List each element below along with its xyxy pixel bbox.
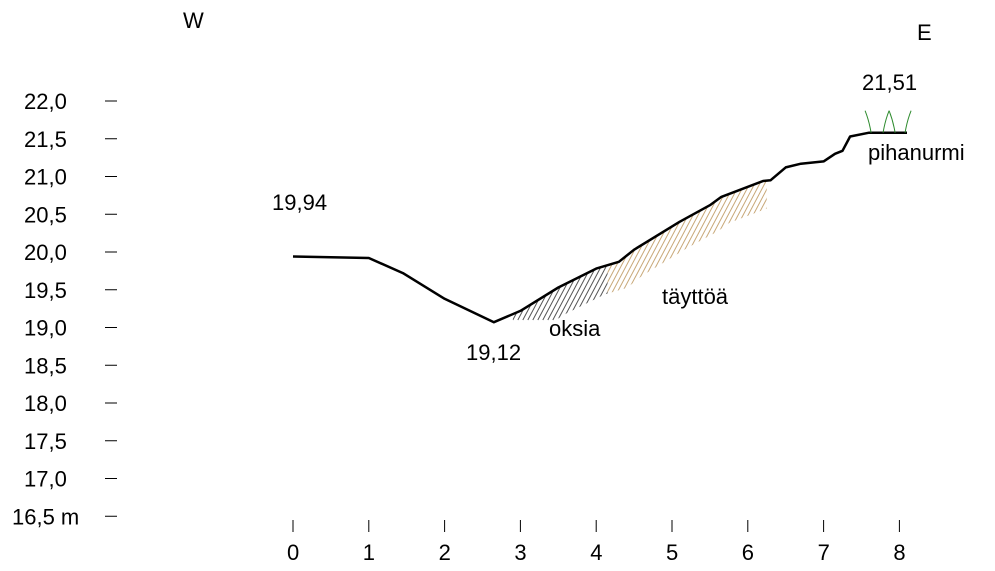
annotation-oksia: oksia — [549, 316, 601, 341]
annotation-pihanurmi: pihanurmi — [868, 140, 965, 165]
y-tick-label-10: 17,0 — [24, 467, 67, 492]
y-tick-label-7: 18,5 — [24, 353, 67, 378]
x-axis: 0 1 2 3 4 5 6 7 8 — [287, 520, 906, 565]
y-tick-label-2: 21,0 — [24, 165, 67, 190]
x-tick-label-3: 3 — [514, 540, 526, 565]
y-tick-label-8: 18,0 — [24, 391, 67, 416]
x-tick-label-0: 0 — [287, 540, 299, 565]
y-axis: 22,0 21,5 21,0 20,5 20,0 19,5 19,0 18,5 18,0 17,5… — [12, 89, 117, 529]
y-tick-label-5: 19,5 — [24, 278, 67, 303]
y-tick-label-6: 19,0 — [24, 316, 67, 341]
x-tick-label-6: 6 — [742, 540, 754, 565]
direction-west-label: W — [183, 8, 204, 33]
annotation-21-51: 21,51 — [862, 70, 917, 95]
y-tick-label-11: 16,5 m — [12, 504, 79, 529]
x-tick-label-4: 4 — [590, 540, 602, 565]
x-tick-label-2: 2 — [439, 540, 451, 565]
x-tick-label-8: 8 — [893, 540, 905, 565]
y-tick-label-1: 21,5 — [24, 127, 67, 152]
y-tick-label-3: 20,5 — [24, 202, 67, 227]
annotation-19-94: 19,94 — [272, 190, 327, 215]
grass-icon — [864, 110, 912, 133]
x-tick-label-7: 7 — [818, 540, 830, 565]
y-tick-label-4: 20,0 — [24, 240, 67, 265]
annotation-19-12: 19,12 — [466, 340, 521, 365]
x-tick-label-5: 5 — [666, 540, 678, 565]
y-tick-label-9: 17,5 — [24, 429, 67, 454]
annotation-tayttoa: täyttöä — [662, 284, 729, 309]
direction-east-label: E — [917, 20, 932, 45]
y-tick-label-0: 22,0 — [24, 89, 67, 114]
x-tick-label-1: 1 — [363, 540, 375, 565]
terrain-profile-line — [292, 131, 907, 324]
